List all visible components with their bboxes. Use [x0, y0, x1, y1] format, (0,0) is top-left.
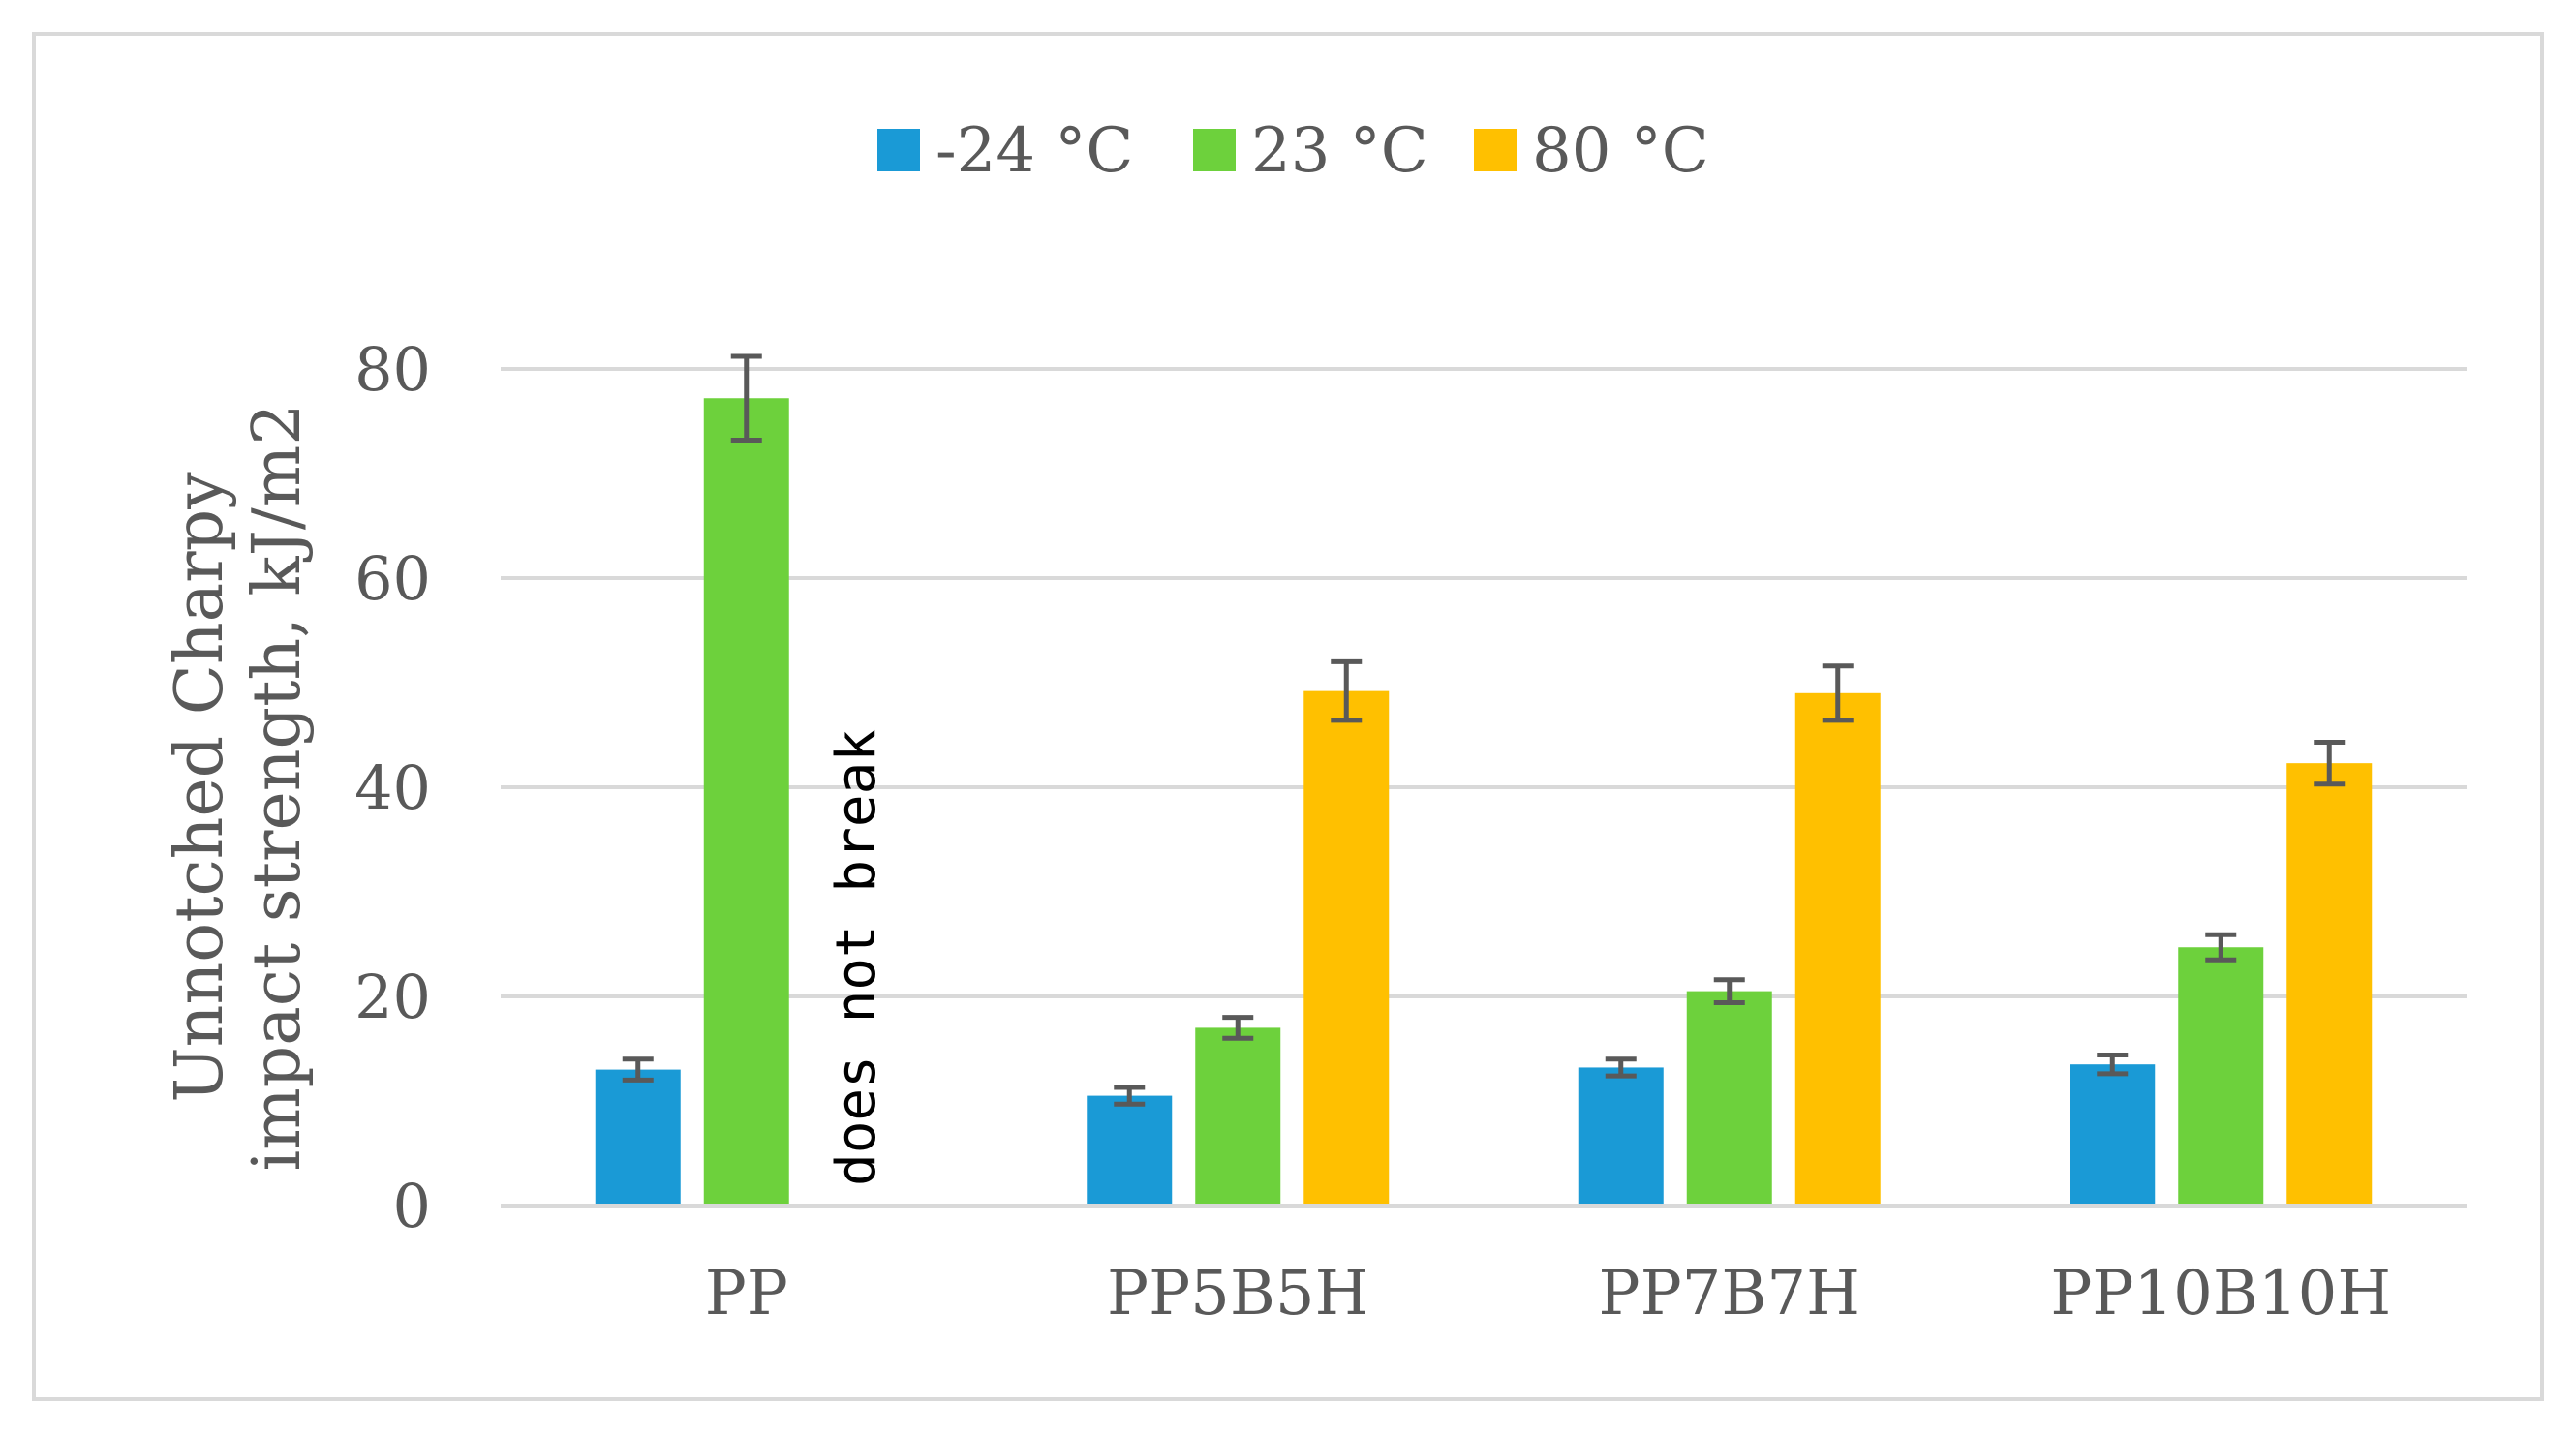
chart-svg: -24 °C 23 °C 80 °C 0 20 40 60 80 Unnotched Cha… [162, 115, 2467, 1330]
bar [1686, 991, 1772, 1206]
bar [2070, 1064, 2156, 1206]
y-tick-label: 20 [354, 962, 431, 1032]
bar [1195, 1027, 1281, 1206]
error-bars [622, 353, 2346, 1107]
annotations: does not break [825, 729, 888, 1186]
x-tick-label: PP [705, 1258, 788, 1330]
bar [1794, 692, 1881, 1206]
y-tick-label: 40 [354, 752, 431, 823]
bar [1303, 690, 1390, 1206]
legend-label: -24 °C [935, 115, 1133, 187]
legend-swatch [1193, 129, 1236, 171]
chart-frame: -24 °C 23 °C 80 °C 0 20 40 60 80 Unnotched Cha… [32, 32, 2544, 1401]
bar [2178, 947, 2264, 1206]
bar [595, 1069, 681, 1206]
legend: -24 °C 23 °C 80 °C [877, 115, 1709, 187]
y-axis-label-line: impact strength, kJ/m2 [239, 403, 316, 1171]
y-axis-label: Unnotched Charpyimpact strength, kJ/m2 [162, 403, 316, 1171]
legend-label: 23 °C [1251, 115, 1428, 187]
legend-swatch [877, 129, 920, 171]
x-tick-label: PP7B7H [1599, 1258, 1860, 1330]
gridlines [501, 367, 2467, 998]
bar [1087, 1095, 1173, 1206]
bars [595, 398, 2373, 1206]
y-axis-ticks: 0 20 40 60 80 [354, 334, 431, 1241]
y-tick-label: 60 [354, 543, 431, 614]
x-tick-label: PP5B5H [1107, 1258, 1368, 1330]
x-axis-categories: PP PP5B5H PP7B7H PP10B10H [705, 1258, 2391, 1330]
bar [703, 398, 789, 1206]
bar [1578, 1067, 1664, 1206]
y-tick-label: 0 [393, 1171, 431, 1241]
x-tick-label: PP10B10H [2050, 1258, 2391, 1330]
bar [2286, 763, 2373, 1206]
annotation-label: does not break [825, 729, 888, 1186]
y-axis-label-line: Unnotched Charpy [162, 472, 238, 1103]
legend-label: 80 °C [1532, 115, 1709, 187]
y-tick-label: 80 [354, 334, 431, 405]
legend-swatch [1474, 129, 1517, 171]
